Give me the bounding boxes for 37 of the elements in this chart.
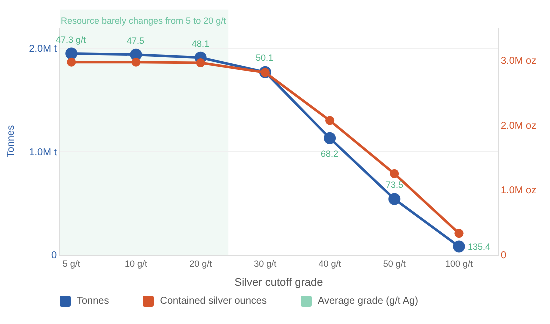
x-tick-label: 30 g/t <box>254 258 278 269</box>
y-axis-title: Tonnes <box>6 125 18 158</box>
x-tick-label: 40 g/t <box>318 258 342 269</box>
y-tick-label: 0 <box>51 250 58 262</box>
point <box>453 240 466 253</box>
x-tick-label: 50 g/t <box>383 258 406 269</box>
annotation: 47.5 <box>127 36 145 46</box>
y2-tick-label: 2.0M oz <box>501 120 537 132</box>
annotation: 135.4 <box>468 242 491 252</box>
x-tick-label: 5 g/t <box>62 258 81 269</box>
x-tick-label: 20 g/t <box>190 258 213 269</box>
point <box>326 116 335 126</box>
y-tick-label: 1.0M t <box>29 147 58 158</box>
annotation: 47.3 g/t <box>56 35 87 45</box>
annotation: 68.2 <box>321 149 339 159</box>
point <box>324 132 336 144</box>
point <box>132 58 141 67</box>
y-tick-label: 2.0M t <box>29 44 58 56</box>
point <box>454 229 464 238</box>
point <box>196 58 206 68</box>
point <box>66 48 78 60</box>
y2-tick-label: 1.0M oz <box>501 186 537 197</box>
point <box>67 58 76 67</box>
legend-label: Contained silver ounces <box>160 296 267 307</box>
point <box>388 193 401 206</box>
annotation: 73.5 <box>386 180 404 190</box>
x-axis-title: Silver cutoff grade <box>234 277 324 289</box>
y2-tick-label: 3.0M oz <box>501 56 537 67</box>
x-tick-label: 10 g/t <box>124 258 148 269</box>
annotation: 50.1 <box>256 53 274 63</box>
point <box>390 169 400 178</box>
legend-label: Tonnes <box>77 296 110 307</box>
band-label: Resource barely changes from 5 to 20 g/t <box>61 16 227 26</box>
y2-tick-label: 0 <box>501 250 507 262</box>
annotation: 48.1 <box>192 39 210 49</box>
legend-label: Average grade (g/t Ag) <box>318 296 418 307</box>
x-tick-label: 100 g/t <box>445 258 474 269</box>
